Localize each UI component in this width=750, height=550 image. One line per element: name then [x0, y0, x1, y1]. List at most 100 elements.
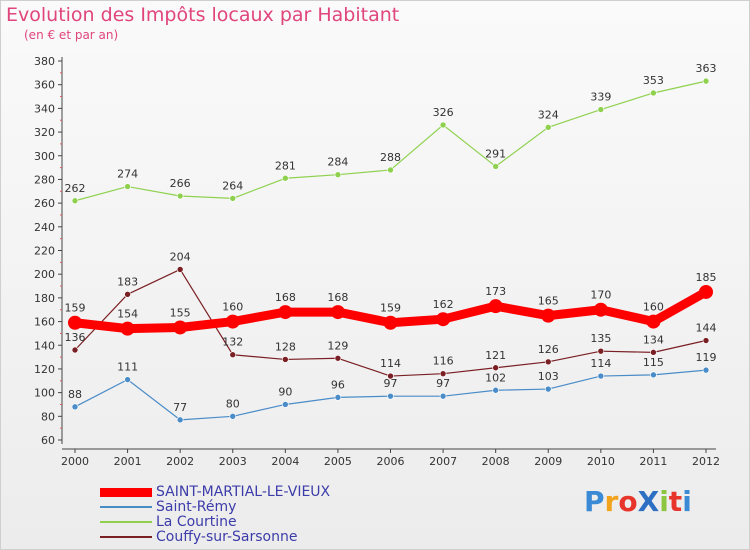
- data-point: [383, 315, 398, 330]
- data-label: 291: [485, 147, 506, 160]
- data-label: 159: [65, 302, 86, 315]
- data-label: 88: [68, 388, 82, 401]
- data-point: [71, 403, 79, 411]
- data-point: [544, 124, 552, 131]
- data-point: [646, 314, 661, 329]
- data-point: [278, 305, 293, 320]
- data-point: [176, 192, 184, 200]
- data-label: 204: [170, 250, 191, 263]
- data-point: [225, 314, 240, 329]
- logo-letter: P: [584, 485, 605, 518]
- data-label: 90: [278, 385, 292, 398]
- y-tick-label: 100: [34, 387, 55, 400]
- logo-letter: o: [618, 485, 638, 518]
- data-label: 170: [590, 289, 611, 302]
- legend-label: Couffy-sur-Sarsonne: [156, 529, 298, 545]
- data-label: 183: [117, 275, 138, 288]
- data-point: [71, 346, 79, 354]
- data-label: 119: [696, 351, 717, 364]
- legend-item: La Courtine: [100, 514, 237, 530]
- data-label: 160: [222, 301, 243, 314]
- chart-subtitle: (en € et par an): [24, 28, 119, 42]
- data-point: [702, 366, 710, 374]
- legend-swatch: [100, 487, 152, 497]
- y-tick-label: 180: [34, 292, 55, 305]
- data-label: 97: [436, 377, 450, 390]
- data-point: [282, 401, 289, 408]
- x-tick-label: 2008: [482, 455, 510, 468]
- x-tick-label: 2009: [534, 455, 562, 468]
- data-label: 363: [696, 62, 717, 75]
- data-point: [492, 386, 499, 394]
- x-tick-label: 2000: [61, 455, 89, 468]
- logo-letter: t: [668, 485, 683, 518]
- logo-letter: X: [637, 485, 660, 518]
- data-label: 80: [226, 397, 240, 410]
- x-tick-label: 2001: [114, 455, 142, 468]
- data-label: 162: [433, 298, 454, 311]
- data-point: [229, 413, 237, 420]
- data-label: 168: [275, 291, 296, 304]
- data-label: 97: [384, 377, 398, 390]
- series-couffy-sur-sarsonne: [71, 266, 710, 380]
- data-point: [544, 385, 552, 393]
- data-point: [334, 171, 342, 178]
- x-tick-label: 2002: [166, 455, 194, 468]
- data-point: [120, 321, 135, 336]
- data-label: 155: [170, 306, 191, 319]
- data-label: 96: [331, 378, 345, 391]
- data-label: 266: [170, 177, 191, 190]
- y-tick-label: 160: [34, 316, 55, 329]
- series-saint-r-my: [71, 366, 710, 424]
- logo-letter: r: [604, 485, 619, 518]
- data-point: [702, 77, 710, 85]
- data-label: 144: [696, 322, 717, 335]
- legend-swatch: [100, 536, 152, 538]
- data-label: 284: [327, 156, 348, 169]
- legend-label: Saint-Rémy: [156, 499, 237, 515]
- legend-label: La Courtine: [156, 514, 237, 530]
- data-point: [699, 284, 713, 299]
- data-label: 114: [590, 357, 611, 370]
- data-point: [650, 349, 657, 356]
- data-point: [334, 394, 342, 401]
- data-label: 168: [327, 291, 348, 304]
- data-point: [282, 356, 289, 363]
- data-point: [544, 358, 552, 366]
- data-point: [334, 354, 342, 362]
- data-label: 154: [117, 308, 138, 321]
- legend-item: SAINT-MARTIAL-LE-VIEUX: [100, 484, 330, 500]
- data-label: 160: [643, 301, 664, 314]
- x-tick-label: 2012: [692, 455, 720, 468]
- data-label: 111: [117, 361, 138, 374]
- x-tick-label: 2011: [639, 455, 667, 468]
- data-point: [387, 392, 394, 400]
- y-tick-label: 340: [34, 102, 55, 115]
- y-tick-label: 260: [34, 197, 55, 210]
- data-label: 121: [485, 349, 506, 362]
- data-point: [71, 197, 79, 205]
- legend-swatch: [100, 521, 152, 523]
- y-tick-label: 80: [41, 410, 55, 423]
- legend-item: Couffy-sur-Sarsonne: [100, 529, 297, 545]
- y-tick-label: 200: [34, 268, 55, 281]
- legend-label: SAINT-MARTIAL-LE-VIEUX: [156, 484, 331, 500]
- y-tick-label: 120: [34, 363, 55, 376]
- data-label: 288: [380, 151, 401, 164]
- data-point: [593, 302, 608, 317]
- x-tick-label: 2010: [587, 455, 615, 468]
- data-point: [124, 183, 131, 190]
- data-point: [68, 315, 82, 330]
- data-label: 128: [275, 340, 296, 353]
- data-point: [176, 416, 184, 424]
- y-tick-label: 280: [34, 173, 55, 186]
- data-point: [492, 163, 499, 170]
- legend-swatch: [100, 506, 152, 508]
- data-label: 165: [538, 295, 559, 308]
- data-label: 136: [65, 331, 86, 344]
- data-point: [229, 351, 237, 359]
- chart-title: Evolution des Impôts locaux par Habitant: [6, 4, 400, 26]
- data-point: [439, 392, 447, 400]
- data-point: [387, 372, 394, 380]
